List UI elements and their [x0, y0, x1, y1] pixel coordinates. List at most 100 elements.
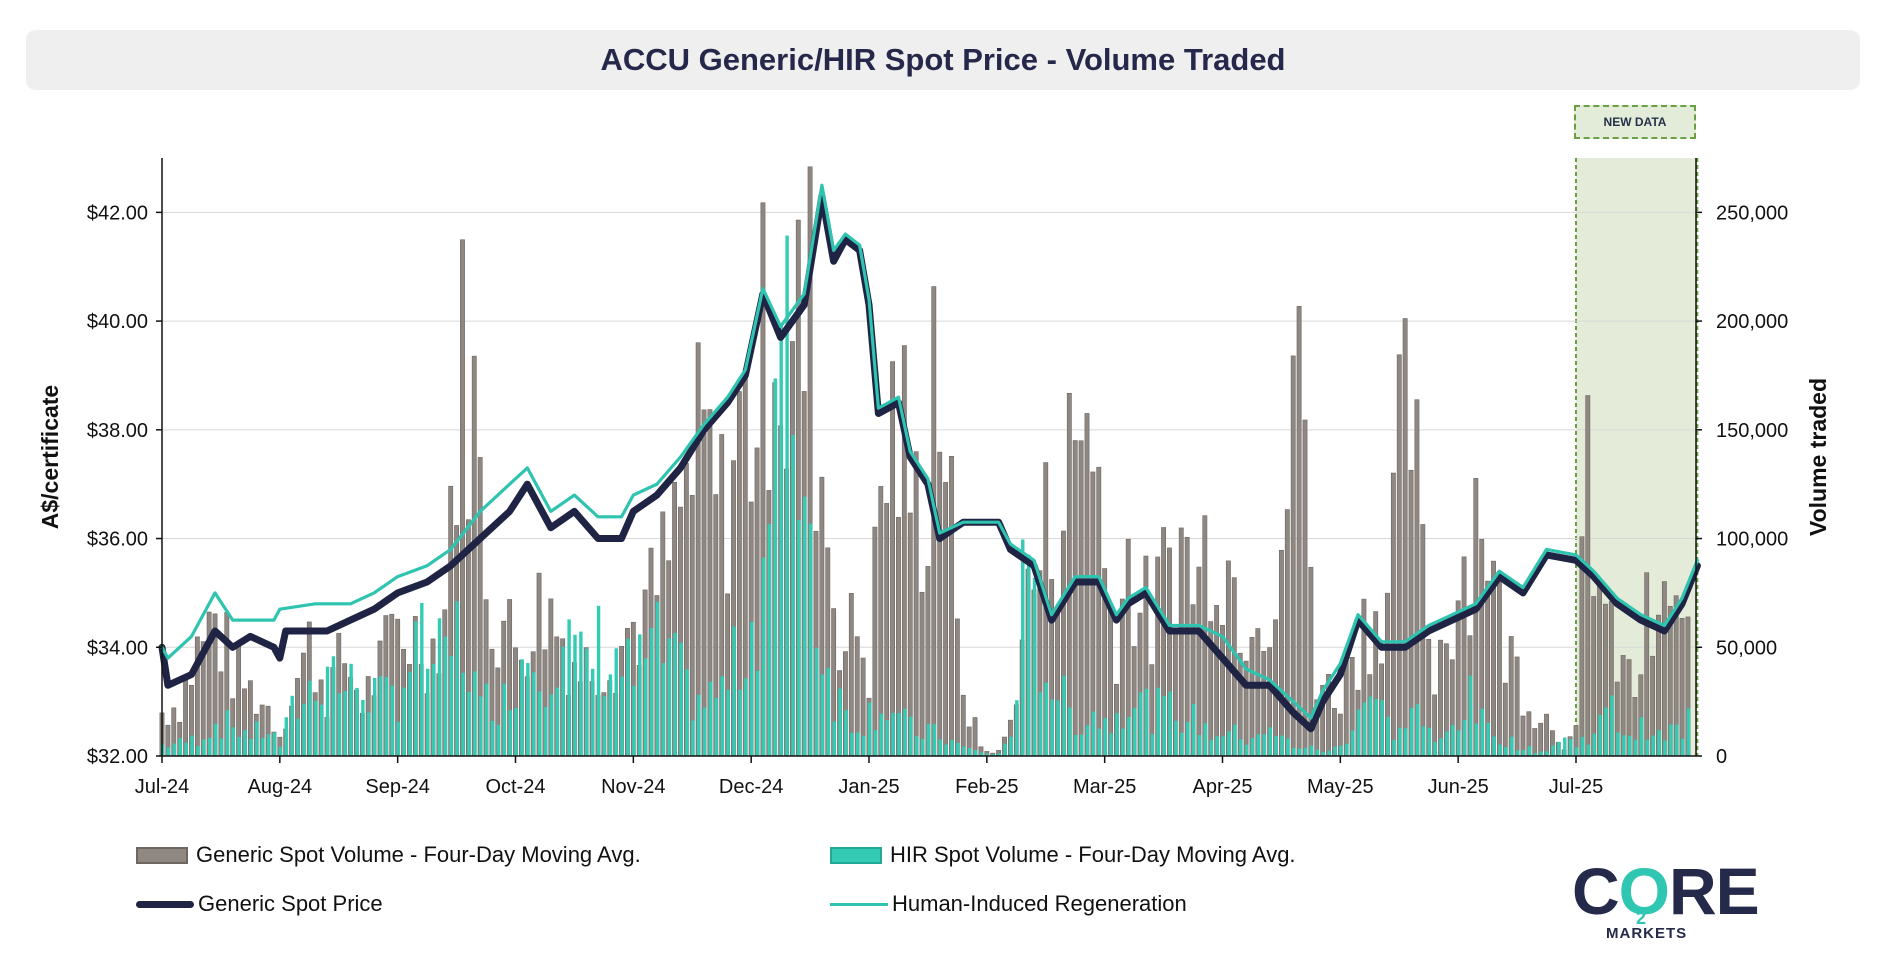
hir-volume-bar	[296, 718, 300, 756]
hir-volume-bar	[437, 618, 442, 756]
hir-volume-bar	[667, 638, 671, 756]
generic-volume-bar	[1402, 318, 1408, 757]
hir-volume-bar	[1504, 747, 1508, 756]
hir-volume-bar	[1545, 751, 1549, 756]
hir-volume-bar	[1038, 692, 1043, 756]
hir-volume-bar	[1680, 738, 1685, 756]
hir-volume-bar	[278, 746, 283, 756]
generic-volume-bar	[1496, 570, 1502, 757]
hir-volume-bar	[968, 748, 972, 756]
hir-volume-bar	[832, 721, 836, 756]
hir-volume-bar	[685, 669, 689, 756]
generic-volume-bar	[1390, 472, 1396, 757]
generic-volume-bar	[1302, 419, 1308, 757]
hir-volume-bar	[1180, 732, 1184, 756]
hir-volume-bar	[761, 557, 766, 756]
hir-volume-bar	[1510, 736, 1514, 756]
hir-volume-bar	[755, 670, 760, 756]
hir-volume-bar	[903, 708, 907, 756]
hir-volume-bar	[702, 707, 707, 756]
hir-volume-bar	[803, 496, 807, 756]
hir-volume-bar	[744, 678, 748, 756]
generic-volume-bar	[1520, 715, 1526, 757]
hir-volume-bar	[1468, 675, 1473, 756]
hir-volume-bar	[738, 689, 742, 756]
x-tick-label: Mar-25	[1073, 776, 1136, 798]
hir-volume-bar	[1551, 745, 1555, 756]
x-tick-label: Jan-25	[838, 776, 899, 798]
hir-volume-bar	[1262, 734, 1267, 756]
hir-volume-bar	[1333, 746, 1337, 756]
hir-volume-bar	[1486, 722, 1490, 756]
hir-volume-bar	[826, 668, 831, 756]
y2-tick-label: 150,000	[1716, 420, 1788, 442]
hir-volume-bar	[596, 605, 601, 756]
hir-volume-bar	[1239, 739, 1243, 756]
hir-volume-bar	[785, 235, 789, 756]
hir-volume-bar	[225, 710, 230, 756]
hir-volume-bar	[449, 655, 453, 756]
generic-volume-bar	[1072, 440, 1078, 757]
hir-volume-bar	[490, 720, 495, 756]
hir-volume-bar	[1457, 730, 1461, 756]
hir-volume-bar	[673, 632, 677, 756]
hir-volume-bar	[549, 694, 554, 756]
hir-price-line	[160, 183, 1699, 720]
hir-volume-bar	[1627, 735, 1632, 756]
hir-volume-bar	[1074, 734, 1078, 756]
hir-volume-bar	[1657, 730, 1661, 756]
legend-swatch-generic-price	[136, 900, 194, 908]
hir-volume-bar	[1062, 675, 1066, 756]
logo-letter-c: C	[1572, 854, 1620, 928]
logo-wordmark: CORE	[1572, 858, 1760, 924]
hir-volume-bar	[1645, 739, 1649, 756]
hir-volume-bar	[814, 647, 819, 756]
hir-volume-bar	[514, 707, 518, 756]
y2-tick-label: 200,000	[1716, 311, 1788, 333]
hir-volume-bar	[1350, 730, 1355, 756]
hir-volume-bar	[767, 524, 772, 756]
hir-volume-bar	[920, 739, 925, 756]
hir-volume-bar	[1462, 719, 1467, 756]
hir-volume-bar	[1233, 724, 1237, 756]
hir-volume-bar	[679, 642, 683, 756]
hir-volume-bar	[1521, 750, 1526, 756]
generic-volume-bar	[1679, 618, 1685, 757]
y2-tick-label: 50,000	[1716, 637, 1777, 659]
hir-volume-bar	[255, 721, 259, 756]
hir-volume-bar	[797, 519, 801, 756]
hir-volume-bar	[608, 674, 613, 756]
hir-volume-bar	[1009, 736, 1013, 756]
hir-volume-bar	[915, 736, 919, 756]
hir-volume-bar	[1191, 704, 1196, 756]
hir-volume-bar	[1150, 734, 1155, 756]
hir-volume-bar	[249, 739, 253, 756]
hir-volume-bar	[1280, 735, 1284, 756]
hir-volume-bar	[1339, 745, 1343, 756]
hir-volume-bar	[932, 724, 937, 756]
hir-volume-bar	[455, 601, 459, 756]
core-markets-logo: CORE 2 MARKETS	[1572, 858, 1772, 944]
hir-volume-bar	[1133, 707, 1137, 756]
hir-volume-bar	[484, 683, 489, 756]
x-tick-label: Sep-24	[365, 776, 430, 798]
legend-swatch-hir-volume	[830, 846, 882, 864]
hir-volume-bar	[1109, 733, 1113, 756]
hir-volume-bar	[349, 663, 353, 756]
hir-volume-bar	[1409, 707, 1414, 756]
generic-volume-bar	[1178, 527, 1184, 757]
hir-volume-bar	[926, 724, 931, 756]
logo-letter-o: O	[1618, 854, 1670, 928]
y2-tick-label: 100,000	[1716, 529, 1788, 551]
hir-volume-bar	[1686, 708, 1691, 756]
hir-volume-bar	[1439, 738, 1443, 756]
hir-volume-bar	[956, 742, 960, 756]
hir-volume-bar	[1492, 736, 1496, 756]
hir-volume-bar	[1315, 749, 1320, 756]
hir-volume-bar	[614, 648, 618, 756]
hir-volume-bar	[543, 706, 548, 756]
hir-volume-bar	[219, 738, 224, 756]
hir-volume-bar	[626, 638, 630, 756]
hir-volume-bar	[1345, 743, 1349, 756]
